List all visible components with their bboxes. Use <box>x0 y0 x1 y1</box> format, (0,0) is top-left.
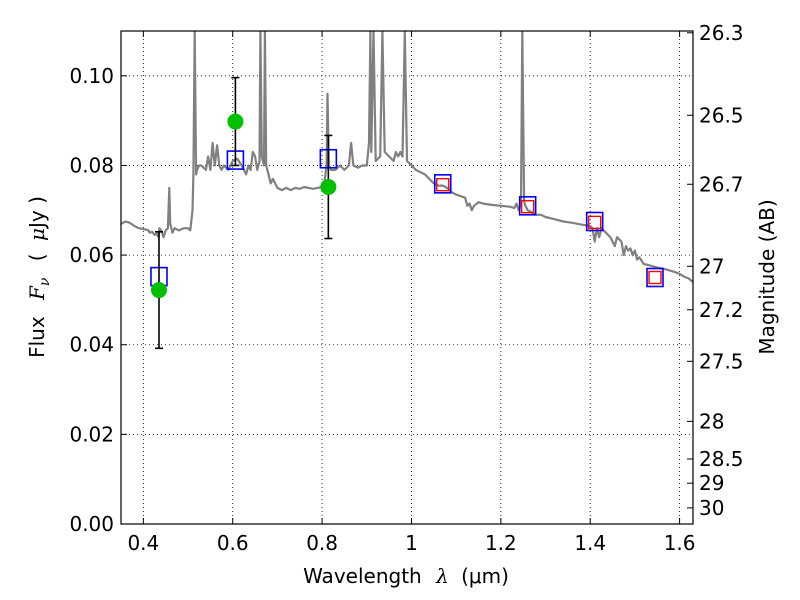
y-axis-label: Flux Fν ( μJy ) <box>25 196 54 358</box>
y-tick-label: 0.00 <box>69 512 114 536</box>
x-tick-label: 0.8 <box>306 531 338 555</box>
observed-flux-point <box>227 113 244 130</box>
y-tick-label: 0.10 <box>69 64 114 88</box>
x-tick-label: 1.4 <box>574 531 606 555</box>
model-flux-blue-square <box>433 174 452 194</box>
y2-tick-label: 27.2 <box>699 298 744 322</box>
model-flux-red-square <box>436 178 450 192</box>
x-tick-label: 1.2 <box>485 531 517 555</box>
model-sed-line <box>121 31 693 283</box>
model-flux-blue-square <box>646 267 664 288</box>
y-tick-label: 0.08 <box>69 153 114 177</box>
model-flux-red-square <box>587 215 602 230</box>
model-flux-red-square <box>520 199 535 214</box>
y2-tick-label: 26.3 <box>699 21 744 45</box>
plot-frame <box>120 30 694 525</box>
x-axis-label: Wavelength λ (μm) <box>303 564 509 588</box>
y2-axis-label: Magnitude (AB) <box>755 199 779 354</box>
y2-tick-label: 29 <box>699 471 724 495</box>
model-flux-blue-square <box>585 211 604 232</box>
x-tick-label: 0.4 <box>127 531 159 555</box>
observed-flux-point <box>320 178 337 195</box>
y-tick-label: 0.06 <box>69 243 114 267</box>
y2-tick-label: 28 <box>699 409 724 433</box>
ticks: 0.4 0.6 0.8 1 1.2 1.4 1.6 0.00 0.02 0.04 0.06 0.08 0… <box>69 21 743 555</box>
data-layer <box>121 31 693 350</box>
y2-tick-label: 26.5 <box>699 103 744 127</box>
y2-tick-label: 26.7 <box>699 172 744 196</box>
y2-tick-label: 30 <box>699 496 724 520</box>
y-tick-label: 0.04 <box>69 333 114 357</box>
x-tick-label: 0.6 <box>217 531 249 555</box>
model-flux-red-square <box>648 270 662 285</box>
y2-tick-label: 28.5 <box>699 447 744 471</box>
x-tick-label: 1 <box>405 531 418 555</box>
y2-tick-label: 27.5 <box>699 349 744 373</box>
x-tick-label: 1.6 <box>664 531 696 555</box>
model-flux-blue-square <box>518 195 537 216</box>
observed-flux-point <box>150 282 167 299</box>
y-tick-label: 0.02 <box>69 422 114 446</box>
y2-tick-label: 27 <box>699 254 724 278</box>
